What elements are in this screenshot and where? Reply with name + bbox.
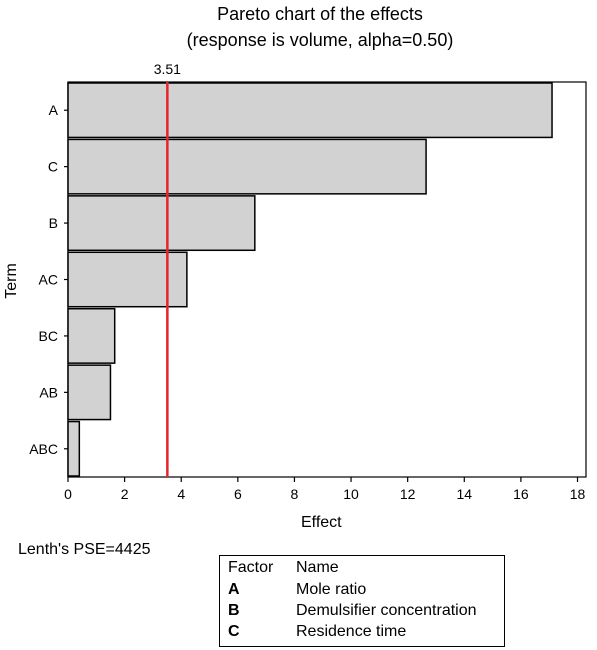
bar — [67, 251, 188, 308]
bar — [67, 195, 256, 252]
chart-subtitle: (response is volume, alpha=0.50) — [186, 30, 454, 50]
y-tick-label: AC — [39, 272, 58, 288]
y-tick-label: C — [48, 159, 58, 175]
chart-title: Pareto chart of the effects — [217, 4, 423, 24]
factor-code: C — [228, 623, 240, 640]
bar — [67, 82, 553, 139]
x-tick-label: 6 — [234, 486, 242, 502]
lenth-pse-note: Lenth's PSE=4425 — [18, 541, 151, 558]
x-tick-label: 2 — [121, 486, 129, 502]
bar — [67, 420, 81, 477]
x-axis-label: Effect — [301, 514, 342, 531]
bar — [67, 138, 427, 195]
x-tick-label: 10 — [343, 486, 359, 502]
x-tick-label: 8 — [291, 486, 299, 502]
x-tick-label: 16 — [513, 486, 529, 502]
y-axis-label: Term — [3, 263, 20, 299]
factor-legend-table: Factor Name A Mole ratio B Demulsifier c… — [219, 555, 505, 647]
x-tick-label: 0 — [64, 486, 72, 502]
factor-code: B — [228, 602, 240, 619]
factor-row: B Demulsifier concentration — [220, 602, 504, 623]
x-tick-label: 14 — [456, 486, 472, 502]
bar — [67, 364, 112, 421]
reference-line-label: 3.51 — [154, 61, 181, 77]
y-tick-label: AB — [39, 384, 58, 400]
y-tick-label: ABC — [29, 441, 58, 457]
x-tick-label: 4 — [177, 486, 185, 502]
name-header: Name — [296, 559, 339, 576]
factor-name: Mole ratio — [296, 581, 367, 598]
x-tick-label: 18 — [570, 486, 586, 502]
y-tick-label: B — [49, 215, 58, 231]
factor-name: Demulsifier concentration — [296, 602, 477, 619]
y-tick-label: BC — [39, 328, 58, 344]
factor-row: C Residence time — [220, 623, 504, 644]
factor-code: A — [228, 581, 240, 598]
x-tick-label: 12 — [400, 486, 416, 502]
bar — [67, 307, 116, 364]
y-tick-label: A — [49, 102, 59, 118]
factor-header: Factor — [228, 559, 274, 576]
factor-row: A Mole ratio — [220, 581, 504, 602]
factor-name: Residence time — [296, 623, 407, 640]
factor-table-header: Factor Name — [220, 559, 504, 580]
